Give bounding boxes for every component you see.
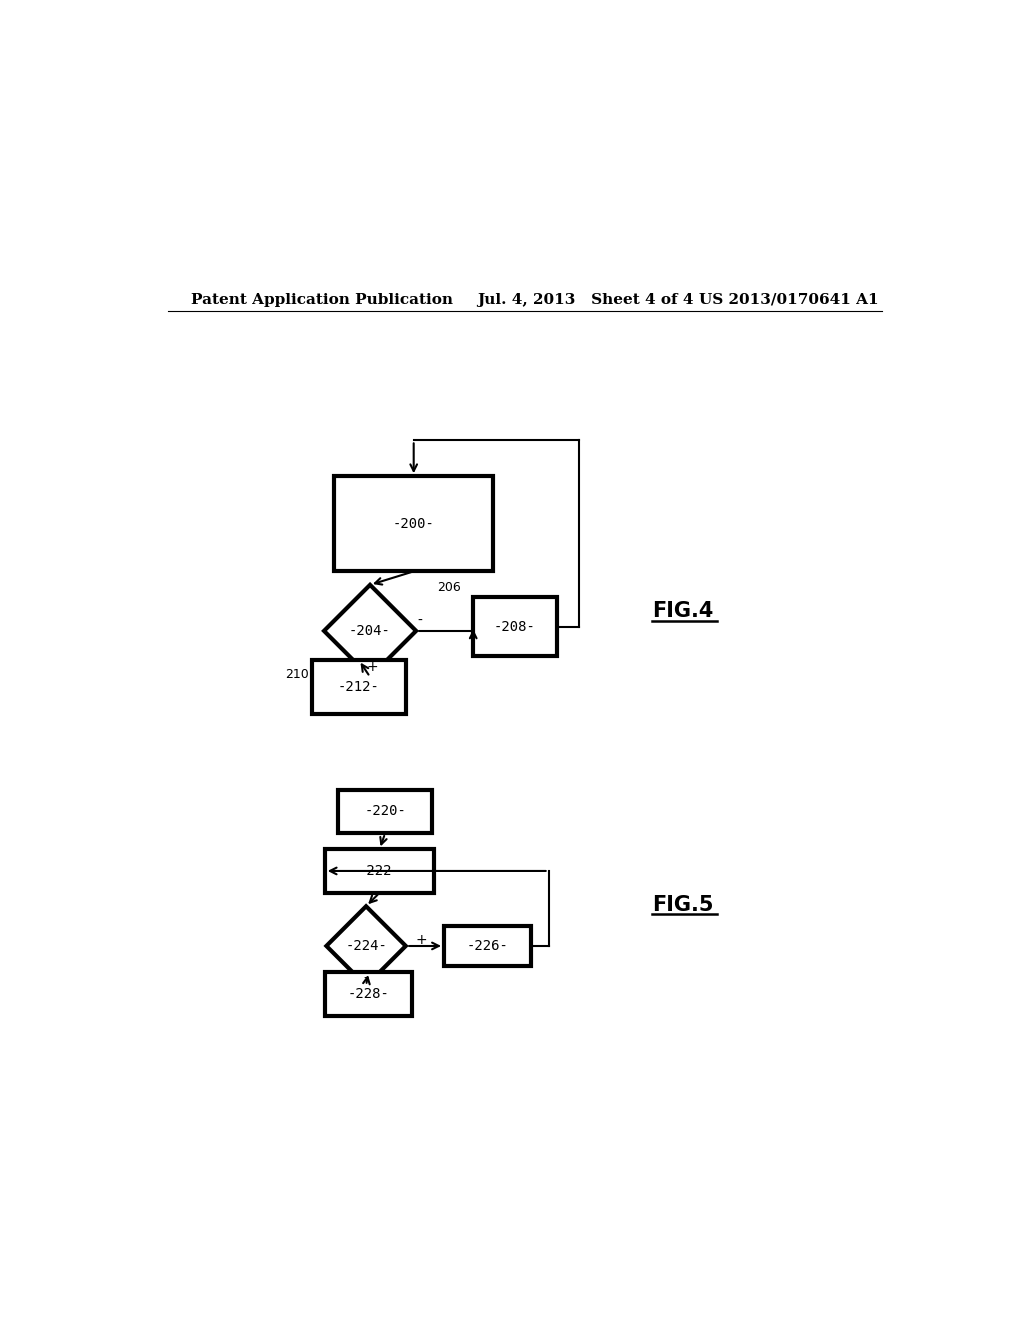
Text: -: -: [418, 614, 423, 627]
FancyBboxPatch shape: [338, 789, 432, 833]
Text: Jul. 4, 2013   Sheet 4 of 4: Jul. 4, 2013 Sheet 4 of 4: [477, 293, 693, 308]
Text: -224-: -224-: [345, 939, 387, 953]
Text: FIG.4: FIG.4: [652, 601, 713, 620]
Text: Patent Application Publication: Patent Application Publication: [191, 293, 454, 308]
Text: -212-: -212-: [338, 680, 380, 694]
Text: FIG.5: FIG.5: [652, 895, 714, 915]
Text: +: +: [367, 660, 378, 673]
FancyBboxPatch shape: [312, 660, 406, 714]
Text: US 2013/0170641 A1: US 2013/0170641 A1: [699, 293, 879, 308]
Text: -228-: -228-: [347, 987, 389, 1001]
FancyBboxPatch shape: [325, 972, 412, 1016]
Text: -220-: -220-: [365, 804, 407, 818]
Text: -204-: -204-: [349, 624, 391, 638]
FancyBboxPatch shape: [325, 849, 434, 892]
FancyBboxPatch shape: [443, 927, 531, 966]
Text: -222-: -222-: [358, 865, 400, 878]
Text: 206: 206: [437, 581, 461, 594]
Polygon shape: [327, 907, 406, 986]
Text: +: +: [416, 933, 427, 948]
Text: -200-: -200-: [393, 516, 434, 531]
Polygon shape: [324, 585, 416, 677]
FancyBboxPatch shape: [334, 477, 494, 572]
FancyBboxPatch shape: [473, 597, 557, 656]
Text: -208-: -208-: [494, 619, 536, 634]
Text: -: -: [364, 973, 369, 986]
Text: 210: 210: [286, 668, 309, 681]
Text: -226-: -226-: [467, 939, 509, 953]
